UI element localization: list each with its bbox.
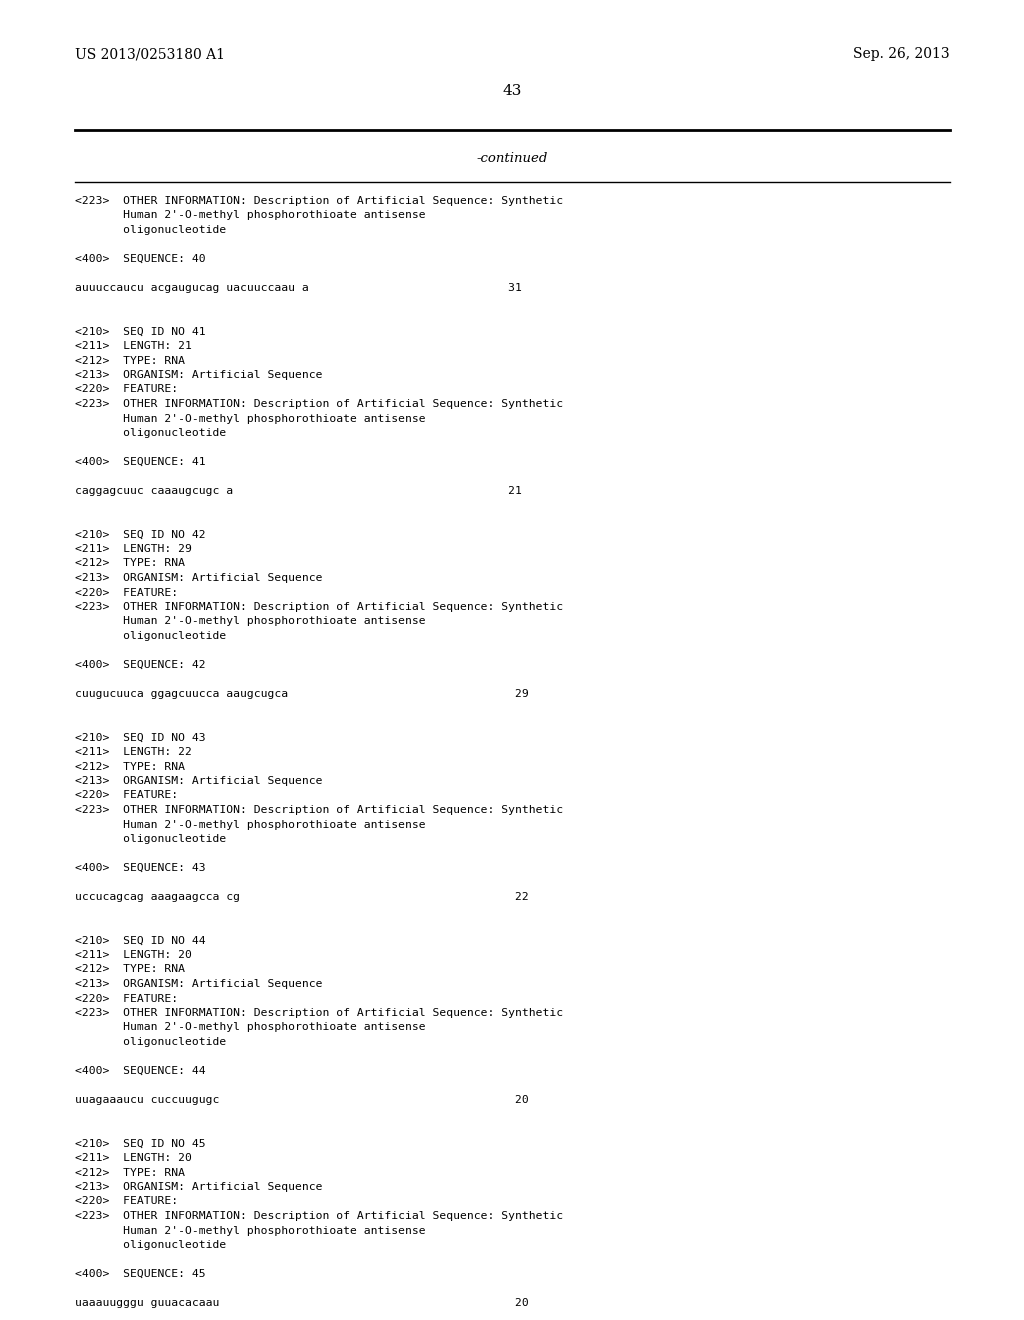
Text: Human 2'-O-methyl phosphorothioate antisense: Human 2'-O-methyl phosphorothioate antis… [75, 616, 426, 627]
Text: uuagaaaucu cuccuugugc                                           20: uuagaaaucu cuccuugugc 20 [75, 1096, 528, 1105]
Text: <400>  SEQUENCE: 45: <400> SEQUENCE: 45 [75, 1269, 206, 1279]
Text: <220>  FEATURE:: <220> FEATURE: [75, 994, 178, 1003]
Text: <400>  SEQUENCE: 42: <400> SEQUENCE: 42 [75, 660, 206, 671]
Text: <223>  OTHER INFORMATION: Description of Artificial Sequence: Synthetic: <223> OTHER INFORMATION: Description of … [75, 805, 563, 814]
Text: <212>  TYPE: RNA: <212> TYPE: RNA [75, 965, 185, 974]
Text: <400>  SEQUENCE: 43: <400> SEQUENCE: 43 [75, 863, 206, 873]
Text: US 2013/0253180 A1: US 2013/0253180 A1 [75, 48, 225, 61]
Text: <210>  SEQ ID NO 42: <210> SEQ ID NO 42 [75, 529, 206, 540]
Text: <211>  LENGTH: 29: <211> LENGTH: 29 [75, 544, 191, 554]
Text: <210>  SEQ ID NO 45: <210> SEQ ID NO 45 [75, 1138, 206, 1148]
Text: <210>  SEQ ID NO 41: <210> SEQ ID NO 41 [75, 326, 206, 337]
Text: oligonucleotide: oligonucleotide [75, 631, 226, 642]
Text: <213>  ORGANISM: Artificial Sequence: <213> ORGANISM: Artificial Sequence [75, 776, 323, 785]
Text: <213>  ORGANISM: Artificial Sequence: <213> ORGANISM: Artificial Sequence [75, 573, 323, 583]
Text: <223>  OTHER INFORMATION: Description of Artificial Sequence: Synthetic: <223> OTHER INFORMATION: Description of … [75, 1008, 563, 1018]
Text: <223>  OTHER INFORMATION: Description of Artificial Sequence: Synthetic: <223> OTHER INFORMATION: Description of … [75, 1210, 563, 1221]
Text: oligonucleotide: oligonucleotide [75, 1239, 226, 1250]
Text: -continued: -continued [476, 152, 548, 165]
Text: <210>  SEQ ID NO 44: <210> SEQ ID NO 44 [75, 936, 206, 945]
Text: uaaauugggu guuacacaau                                           20: uaaauugggu guuacacaau 20 [75, 1298, 528, 1308]
Text: oligonucleotide: oligonucleotide [75, 224, 226, 235]
Text: <210>  SEQ ID NO 43: <210> SEQ ID NO 43 [75, 733, 206, 742]
Text: <220>  FEATURE:: <220> FEATURE: [75, 1196, 178, 1206]
Text: auuuccaucu acgaugucag uacuuccaau a                             31: auuuccaucu acgaugucag uacuuccaau a 31 [75, 282, 522, 293]
Text: <211>  LENGTH: 20: <211> LENGTH: 20 [75, 950, 191, 960]
Text: Human 2'-O-methyl phosphorothioate antisense: Human 2'-O-methyl phosphorothioate antis… [75, 413, 426, 424]
Text: caggagcuuc caaaugcugc a                                        21: caggagcuuc caaaugcugc a 21 [75, 486, 522, 496]
Text: <213>  ORGANISM: Artificial Sequence: <213> ORGANISM: Artificial Sequence [75, 979, 323, 989]
Text: Human 2'-O-methyl phosphorothioate antisense: Human 2'-O-methyl phosphorothioate antis… [75, 1225, 426, 1236]
Text: <211>  LENGTH: 20: <211> LENGTH: 20 [75, 1152, 191, 1163]
Text: Human 2'-O-methyl phosphorothioate antisense: Human 2'-O-methyl phosphorothioate antis… [75, 820, 426, 829]
Text: <213>  ORGANISM: Artificial Sequence: <213> ORGANISM: Artificial Sequence [75, 1181, 323, 1192]
Text: <223>  OTHER INFORMATION: Description of Artificial Sequence: Synthetic: <223> OTHER INFORMATION: Description of … [75, 399, 563, 409]
Text: <220>  FEATURE:: <220> FEATURE: [75, 587, 178, 598]
Text: <400>  SEQUENCE: 41: <400> SEQUENCE: 41 [75, 457, 206, 467]
Text: <220>  FEATURE:: <220> FEATURE: [75, 384, 178, 395]
Text: <223>  OTHER INFORMATION: Description of Artificial Sequence: Synthetic: <223> OTHER INFORMATION: Description of … [75, 195, 563, 206]
Text: Human 2'-O-methyl phosphorothioate antisense: Human 2'-O-methyl phosphorothioate antis… [75, 1023, 426, 1032]
Text: <211>  LENGTH: 22: <211> LENGTH: 22 [75, 747, 191, 756]
Text: <212>  TYPE: RNA: <212> TYPE: RNA [75, 1167, 185, 1177]
Text: <212>  TYPE: RNA: <212> TYPE: RNA [75, 762, 185, 771]
Text: oligonucleotide: oligonucleotide [75, 834, 226, 843]
Text: <400>  SEQUENCE: 44: <400> SEQUENCE: 44 [75, 1067, 206, 1076]
Text: oligonucleotide: oligonucleotide [75, 1038, 226, 1047]
Text: <211>  LENGTH: 21: <211> LENGTH: 21 [75, 341, 191, 351]
Text: <213>  ORGANISM: Artificial Sequence: <213> ORGANISM: Artificial Sequence [75, 370, 323, 380]
Text: uccucagcag aaagaagcca cg                                        22: uccucagcag aaagaagcca cg 22 [75, 892, 528, 902]
Text: <212>  TYPE: RNA: <212> TYPE: RNA [75, 558, 185, 569]
Text: <400>  SEQUENCE: 40: <400> SEQUENCE: 40 [75, 253, 206, 264]
Text: Sep. 26, 2013: Sep. 26, 2013 [853, 48, 950, 61]
Text: oligonucleotide: oligonucleotide [75, 428, 226, 438]
Text: 43: 43 [503, 84, 521, 98]
Text: <220>  FEATURE:: <220> FEATURE: [75, 791, 178, 800]
Text: <212>  TYPE: RNA: <212> TYPE: RNA [75, 355, 185, 366]
Text: cuugucuuca ggagcuucca aaugcugca                                 29: cuugucuuca ggagcuucca aaugcugca 29 [75, 689, 528, 700]
Text: Human 2'-O-methyl phosphorothioate antisense: Human 2'-O-methyl phosphorothioate antis… [75, 210, 426, 220]
Text: <223>  OTHER INFORMATION: Description of Artificial Sequence: Synthetic: <223> OTHER INFORMATION: Description of … [75, 602, 563, 612]
